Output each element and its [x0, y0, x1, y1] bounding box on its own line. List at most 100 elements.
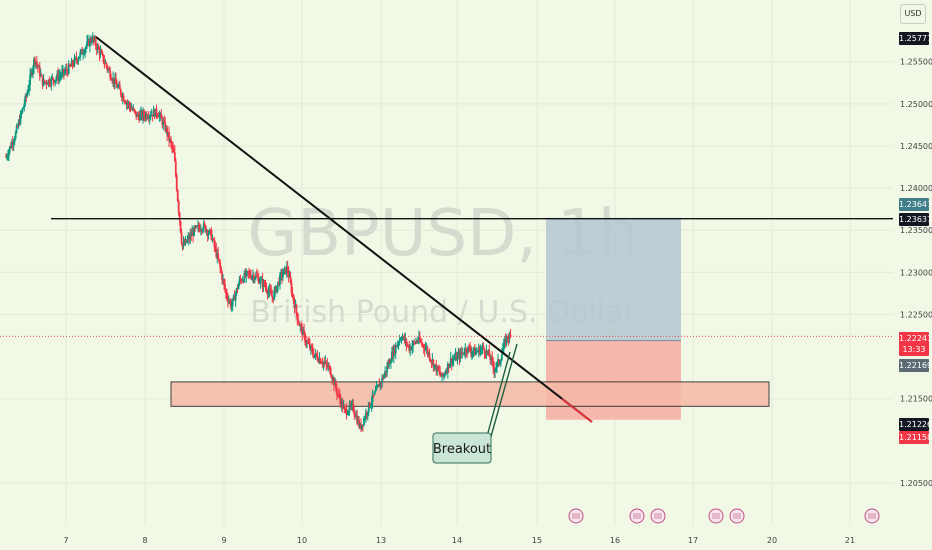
candle-body: [271, 295, 274, 298]
candle-body: [282, 269, 285, 275]
candle-body: [300, 325, 303, 327]
currency-button[interactable]: USD: [900, 4, 926, 24]
candle-body: [347, 411, 350, 414]
candle-body: [307, 341, 309, 344]
candle-body: [279, 274, 281, 285]
candle-body: [184, 239, 187, 245]
candle-body: [33, 58, 35, 68]
candle-body: [504, 339, 507, 345]
candle-body: [386, 366, 388, 373]
candle-body: [447, 363, 450, 368]
candle-body: [435, 364, 438, 372]
candle-body: [202, 223, 205, 230]
candle-body: [255, 275, 258, 277]
candle-body: [343, 406, 346, 409]
grid-layer: [0, 0, 893, 525]
candle-body: [499, 360, 502, 363]
candle-body: [79, 52, 82, 57]
candle-body: [383, 374, 386, 379]
candle-body: [99, 51, 102, 55]
candle-body: [93, 39, 96, 41]
candle-body: [154, 108, 157, 117]
candle-body: [422, 344, 425, 348]
candle-body: [226, 297, 229, 302]
candle-body: [421, 344, 424, 346]
zones-layer: [170, 217, 770, 420]
trendline[interactable]: [95, 36, 593, 423]
candle-body: [140, 111, 142, 115]
candle-body: [69, 65, 72, 67]
candle-body: [252, 275, 254, 277]
candle-body: [291, 293, 294, 295]
candle-body: [436, 366, 439, 372]
candle-body: [498, 359, 500, 364]
candle-body: [407, 344, 410, 346]
time-axis-tick: 8: [142, 536, 147, 545]
candle-body: [32, 67, 34, 74]
candle-body: [247, 271, 250, 273]
candle-body: [330, 373, 333, 377]
candle-body: [87, 39, 89, 42]
candle-body: [454, 354, 457, 359]
time-axis[interactable]: 7 8 9 10 13 14 15 16 17 20 21: [63, 536, 855, 545]
candle-body: [461, 352, 464, 354]
candle-body: [479, 349, 482, 354]
candle-body: [217, 253, 220, 259]
candle-body: [205, 230, 208, 233]
candle-body: [39, 74, 42, 77]
candle-body: [357, 419, 360, 424]
candle-body: [186, 239, 189, 242]
economic-events[interactable]: [568, 508, 880, 524]
candle-body: [108, 69, 111, 71]
candle-body: [492, 360, 495, 368]
candle-body: [173, 152, 176, 161]
breakout-label-box[interactable]: [432, 432, 492, 464]
candle-body: [60, 75, 62, 77]
candle-body: [48, 79, 51, 84]
candle-body: [13, 138, 16, 142]
candle-body: [466, 351, 469, 353]
candle-body: [219, 261, 222, 268]
candle-body: [17, 121, 20, 127]
candle-body: [89, 39, 92, 42]
candle-body: [331, 376, 333, 380]
candle-body: [223, 279, 225, 284]
trendline-extension[interactable]: [561, 398, 593, 423]
candle-body: [314, 353, 317, 356]
candle-body: [274, 286, 277, 292]
candle-body: [110, 77, 113, 80]
candle-body: [177, 201, 180, 213]
candle-body: [200, 230, 203, 232]
candle-body: [248, 272, 251, 274]
candle-body: [224, 283, 226, 290]
candle-body: [225, 289, 227, 294]
event-flag-icon-inner: [712, 513, 720, 519]
candle-body: [316, 355, 319, 361]
candle-body: [358, 419, 360, 427]
candle-body: [310, 346, 313, 349]
candle-body: [277, 281, 279, 286]
candle-body: [406, 344, 409, 346]
candle-body: [233, 295, 236, 301]
drawings-layer[interactable]: Breakout: [0, 36, 893, 464]
time-axis-tick: 15: [532, 536, 542, 545]
candle-body: [390, 361, 392, 364]
candle-body: [412, 342, 415, 347]
candle-body: [116, 83, 118, 88]
candle-body: [328, 365, 331, 367]
candle-body: [397, 342, 400, 344]
candle-body: [441, 373, 443, 377]
candle-body: [144, 113, 147, 118]
candle-body: [491, 357, 494, 361]
price-tag: 1.23637: [899, 213, 932, 226]
candle-body: [337, 394, 340, 396]
candle-body: [95, 46, 98, 50]
candle-body: [490, 357, 493, 361]
candle-body: [266, 291, 269, 294]
candle-body: [80, 49, 83, 53]
candle-body: [91, 37, 94, 42]
price-axis[interactable]: 1.25500 1.25000 1.24500 1.24000 1.23500 1.230…: [900, 58, 932, 488]
candle-body: [323, 362, 326, 364]
candle-body: [120, 94, 123, 98]
